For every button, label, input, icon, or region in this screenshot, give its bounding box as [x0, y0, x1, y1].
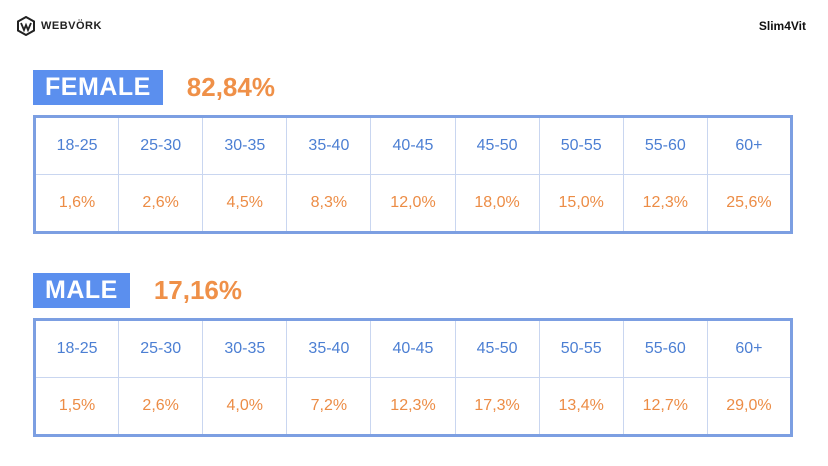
value-cell: 29,0%: [706, 377, 793, 436]
value-cell: 15,0%: [538, 174, 624, 233]
age-cell: 18-25: [33, 319, 120, 378]
age-table: 18-25 25-30 30-35 35-40 40-45 45-50 50-55 55-60…: [33, 318, 793, 437]
age-cell: 50-55: [538, 319, 624, 378]
age-cell: 30-35: [202, 319, 288, 378]
value-cell: 4,5%: [202, 174, 288, 233]
logo-text: WEBVÖRK: [41, 20, 102, 32]
age-table: 18-25 25-30 30-35 35-40 40-45 45-50 50-55 55-60…: [33, 115, 793, 234]
age-cell: 35-40: [286, 116, 372, 175]
age-row: 18-25 25-30 30-35 35-40 40-45 45-50 50-55 55-60…: [33, 116, 793, 175]
section: FEMALE 82,84% 18-25 25-30 30-35 35-40 40-45 45-…: [33, 70, 793, 234]
value-row: 1,5% 2,6% 4,0% 7,2% 12,3% 17,3% 13,4% 12,7% 29,0…: [33, 377, 793, 436]
value-cell: 12,7%: [622, 377, 708, 436]
value-cell: 2,6%: [118, 174, 204, 233]
logo: WEBVÖRK: [16, 16, 102, 36]
age-cell: 55-60: [622, 116, 708, 175]
section-label: FEMALE: [33, 70, 163, 105]
value-cell: 4,0%: [202, 377, 288, 436]
section: MALE 17,16% 18-25 25-30 30-35 35-40 40-45 45-50…: [33, 273, 793, 437]
age-cell: 30-35: [202, 116, 288, 175]
age-cell: 45-50: [454, 116, 540, 175]
age-cell: 25-30: [118, 116, 204, 175]
age-cell: 50-55: [538, 116, 624, 175]
value-cell: 12,3%: [370, 377, 456, 436]
logo-icon: [17, 16, 35, 36]
value-cell: 2,6%: [118, 377, 204, 436]
section-label: MALE: [33, 273, 130, 308]
age-cell: 40-45: [370, 319, 456, 378]
age-cell: 18-25: [33, 116, 120, 175]
value-cell: 12,3%: [622, 174, 708, 233]
age-cell: 40-45: [370, 116, 456, 175]
age-cell: 60+: [706, 116, 793, 175]
age-cell: 35-40: [286, 319, 372, 378]
age-cell: 60+: [706, 319, 793, 378]
value-cell: 13,4%: [538, 377, 624, 436]
section-share: 82,84%: [186, 72, 275, 102]
age-cell: 45-50: [454, 319, 540, 378]
value-cell: 7,2%: [286, 377, 372, 436]
value-row: 1,6% 2,6% 4,5% 8,3% 12,0% 18,0% 15,0% 12,3% 25,6…: [33, 174, 793, 233]
age-cell: 55-60: [622, 319, 708, 378]
brand: Slim4Vit: [758, 19, 806, 33]
value-cell: 17,3%: [454, 377, 540, 436]
age-cell: 25-30: [118, 319, 204, 378]
value-cell: 1,6%: [33, 174, 120, 233]
value-cell: 1,5%: [33, 377, 120, 436]
age-row: 18-25 25-30 30-35 35-40 40-45 45-50 50-55 55-60…: [33, 319, 793, 378]
value-cell: 25,6%: [706, 174, 793, 233]
value-cell: 12,0%: [370, 174, 456, 233]
section-head: MALE 17,16%: [33, 273, 793, 308]
value-cell: 18,0%: [454, 174, 540, 233]
section-head: FEMALE 82,84%: [33, 70, 793, 105]
value-cell: 8,3%: [286, 174, 372, 233]
section-share: 17,16%: [153, 275, 243, 305]
